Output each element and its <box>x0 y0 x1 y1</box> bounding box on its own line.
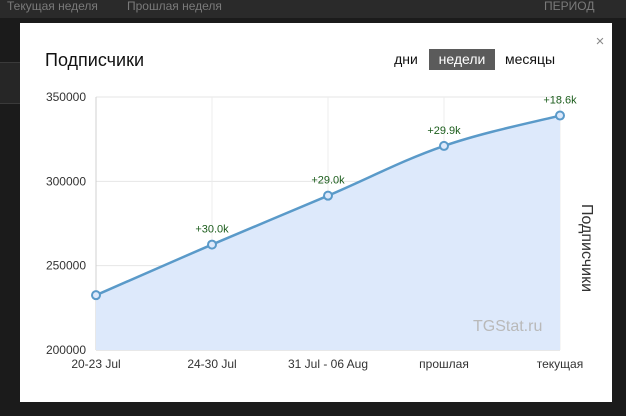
x-tick-label: прошлая <box>419 357 469 371</box>
period-days-button[interactable]: дни <box>394 51 418 67</box>
close-button[interactable]: × <box>595 33 605 50</box>
x-tick-label: 24-30 Jul <box>187 357 236 371</box>
data-label: +29.9k <box>427 125 461 137</box>
period-weeks-button[interactable]: недели <box>429 49 495 70</box>
series-area <box>96 115 560 350</box>
tab-previous-week[interactable]: Прошлая неделя <box>127 0 222 13</box>
y-tick-label: 300000 <box>46 174 86 188</box>
x-tick-label: текущая <box>537 357 583 371</box>
data-point <box>439 140 449 151</box>
data-point <box>91 290 101 301</box>
data-point <box>207 239 217 250</box>
data-label: +30.0k <box>195 224 229 236</box>
x-tick-label: 31 Jul - 06 Aug <box>288 357 368 371</box>
data-point <box>323 190 333 201</box>
y-axis-label: Подписчики <box>578 203 595 293</box>
period-months-button[interactable]: месяцы <box>504 51 556 67</box>
data-label: +18.6k <box>543 95 577 107</box>
y-tick-label: 200000 <box>46 343 86 357</box>
background-panel-edge <box>0 62 20 104</box>
subscribers-chart: +30.0k +29.0k +29.9k +18.6k 200000 250000 300… <box>46 90 583 371</box>
background-tab-bar: Текущая неделя Прошлая неделя ПЕРИОД <box>0 0 626 18</box>
y-tick-label: 250000 <box>46 259 86 273</box>
data-point <box>555 110 565 121</box>
modal-title: Подписчики <box>45 50 145 70</box>
watermark: TGStat.ru <box>473 318 543 335</box>
y-tick-label: 350000 <box>46 90 86 104</box>
subscribers-modal: × Подписчики дни недели месяцы +30.0k +29… <box>20 23 612 402</box>
tab-current-week[interactable]: Текущая неделя <box>7 0 98 13</box>
tab-period[interactable]: ПЕРИОД <box>544 0 595 13</box>
x-tick-label: 20-23 Jul <box>71 357 120 371</box>
data-label: +29.0k <box>311 175 345 187</box>
